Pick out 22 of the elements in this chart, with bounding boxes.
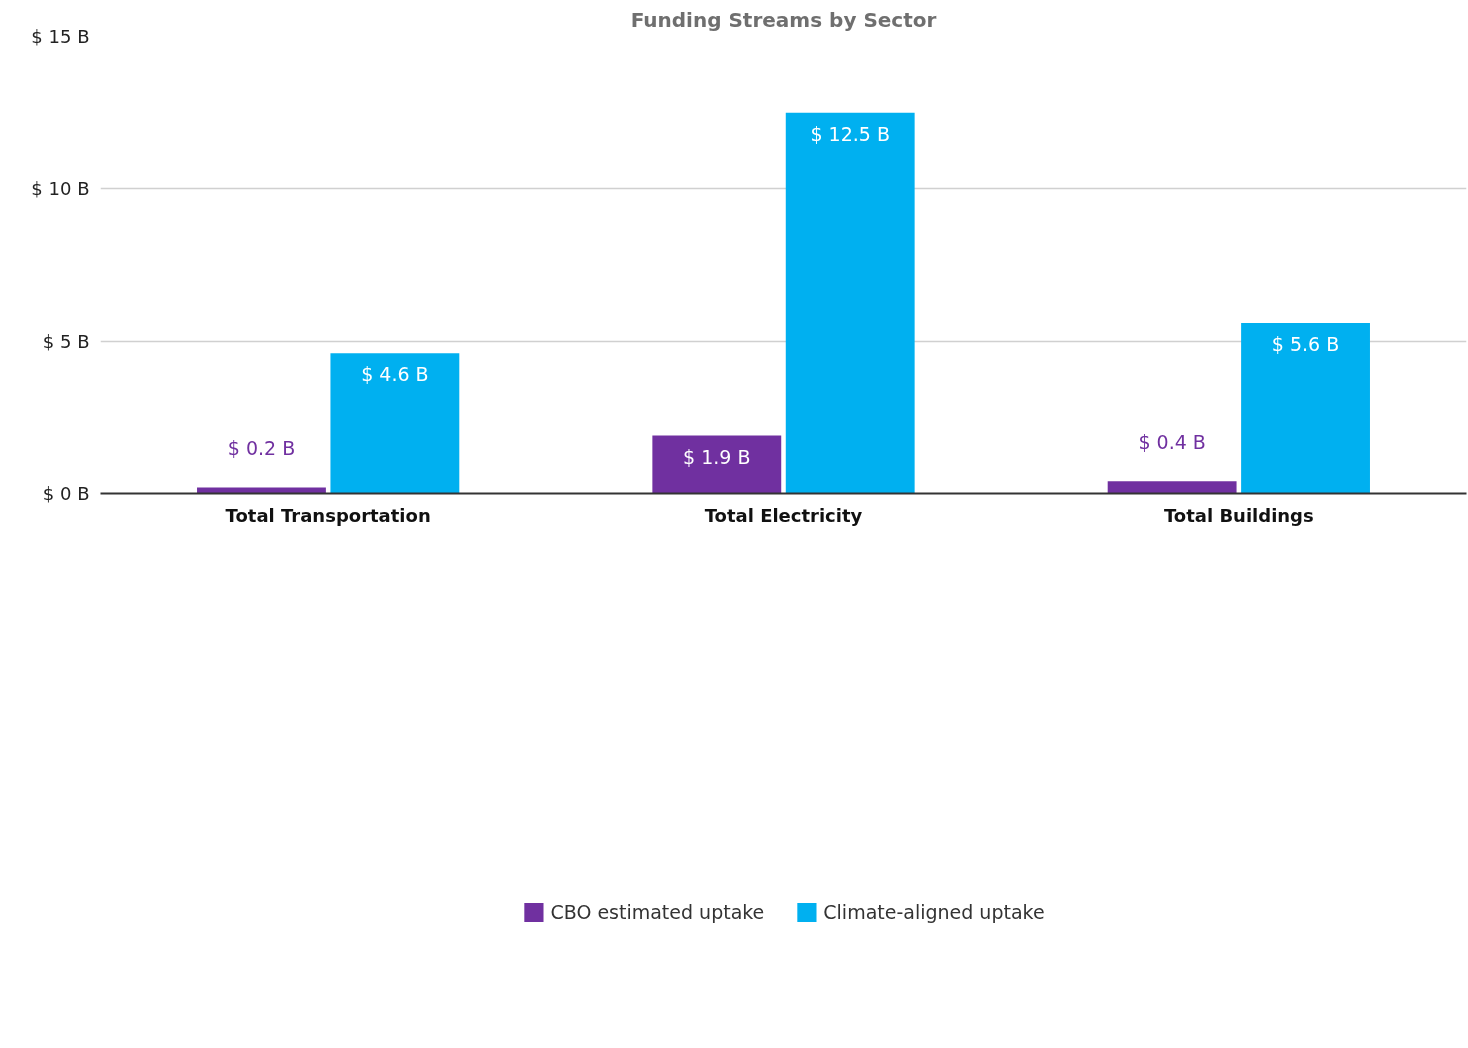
legend-label: CBO estimated uptake bbox=[550, 901, 765, 923]
bar bbox=[785, 112, 915, 494]
y-tick-label: $ 5 B bbox=[42, 330, 90, 352]
x-tick-label: Total Transportation bbox=[225, 504, 431, 526]
x-tick-label: Total Buildings bbox=[1163, 504, 1314, 526]
legend-label: Climate-aligned uptake bbox=[823, 901, 1045, 923]
data-label: $ 12.5 B bbox=[810, 122, 890, 145]
chart-title: Funding Streams by Sector bbox=[630, 7, 937, 32]
y-tick-label: $ 0 B bbox=[42, 483, 90, 504]
y-tick-label: $ 10 B bbox=[31, 178, 90, 200]
data-label: $ 1.9 B bbox=[683, 445, 751, 468]
bar bbox=[652, 435, 782, 494]
data-label: $ 0.2 B bbox=[227, 437, 296, 460]
bar bbox=[330, 353, 460, 494]
bar bbox=[1107, 481, 1237, 494]
data-label: $ 0.4 B bbox=[1138, 431, 1206, 454]
x-tick-label: Total Electricity bbox=[704, 504, 863, 526]
data-label: $ 4.6 B bbox=[361, 363, 429, 386]
data-label: $ 5.6 B bbox=[1271, 332, 1340, 355]
y-tick-label: $ 15 B bbox=[31, 26, 90, 47]
bar bbox=[1241, 322, 1370, 494]
bar bbox=[197, 487, 326, 494]
